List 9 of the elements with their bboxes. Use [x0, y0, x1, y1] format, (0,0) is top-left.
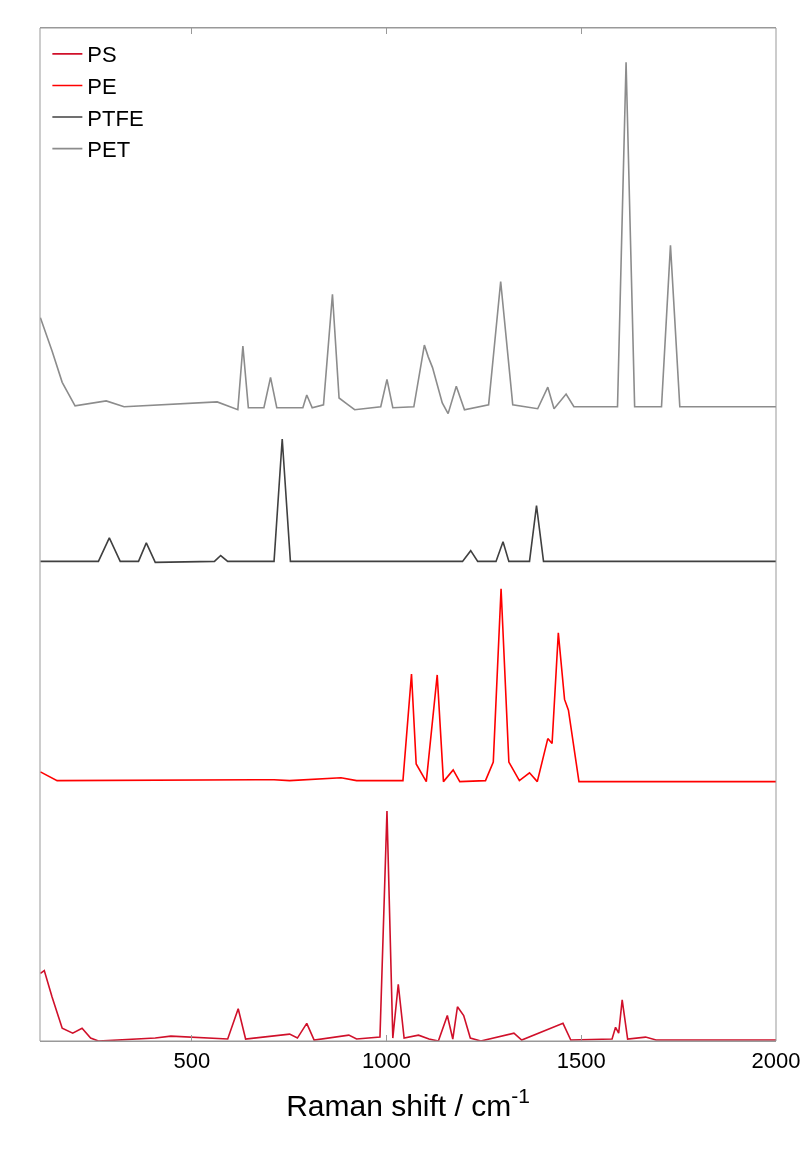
legend-label: PE	[87, 74, 117, 100]
legend-label: PTFE	[87, 105, 144, 131]
legend-label: PET	[87, 137, 131, 163]
x-axis-title: Raman shift / cm$^{-1}$	[286, 1084, 530, 1122]
x-tick-label: 2000	[751, 1048, 801, 1074]
x-tick-label: 1000	[362, 1048, 412, 1074]
x-tick-label: 1500	[556, 1048, 606, 1074]
legend-label: PS	[87, 42, 117, 68]
x-tick-label: 500	[173, 1048, 211, 1074]
